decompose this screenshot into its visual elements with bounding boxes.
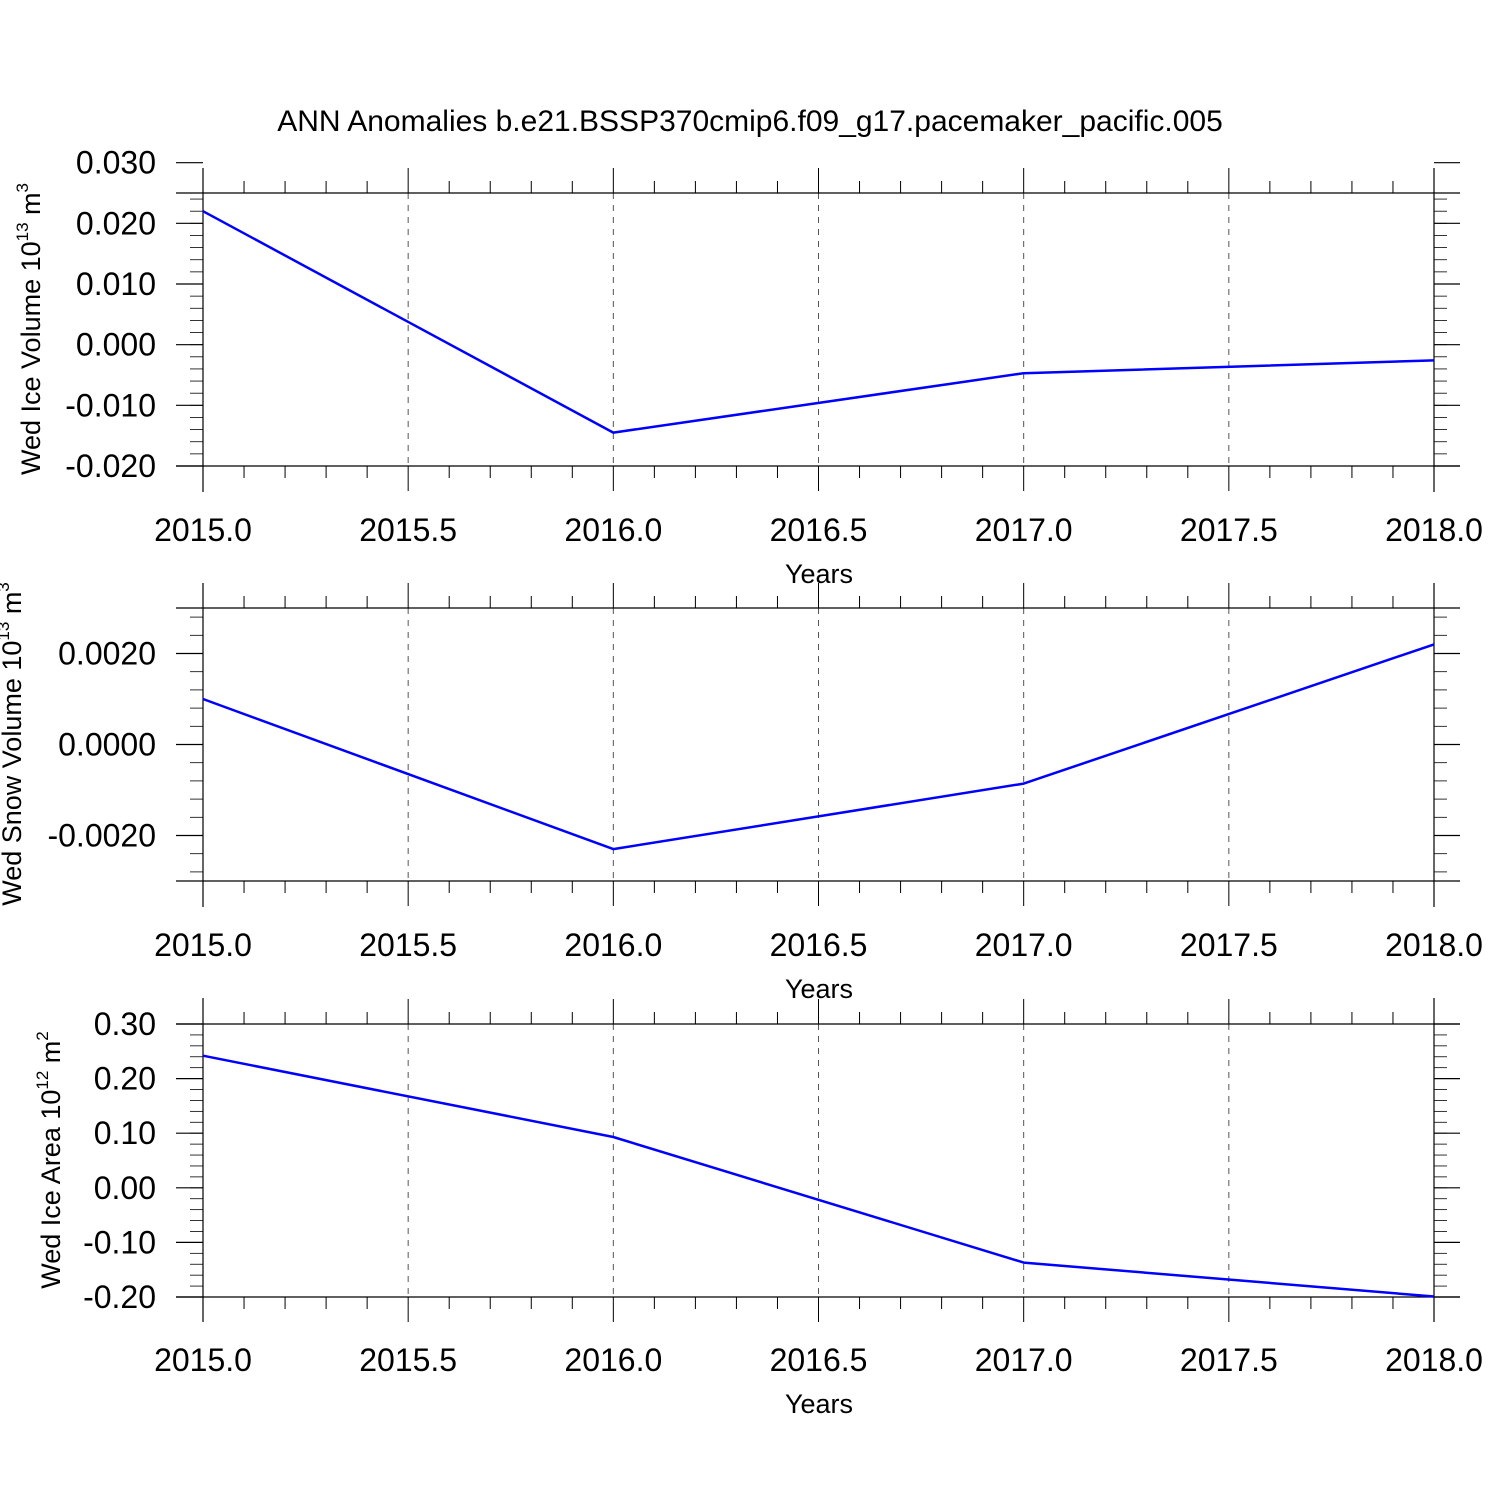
x-tick-label: 2018.0 [1385,1342,1483,1378]
panel-1: 0.030 0.020 0.010 0.000 -0.010 -0.020 2015.0 20… [13,145,1483,589]
x-axis-label: Years [785,1389,853,1419]
y-tick-label: 0.0020 [58,636,156,672]
series-line [202,1054,1435,1298]
x-tick-label: 2015.5 [359,512,457,548]
x-tick-label: 2016.0 [564,1342,662,1378]
x-tick-label: 2015.0 [154,927,252,963]
x-tick-label: 2017.0 [975,1342,1073,1378]
x-tick-label: 2018.0 [1385,927,1483,963]
x-tick-label: 2015.0 [154,512,252,548]
figure-title: ANN Anomalies b.e21.BSSP370cmip6.f09_g17… [277,105,1223,138]
y-tick-label: 0.020 [76,205,156,241]
x-tick-label: 2017.5 [1180,1342,1278,1378]
x-tick-label: 2016.0 [564,927,662,963]
x-tick-label: 2017.5 [1180,927,1278,963]
x-tick-label: 2017.5 [1180,512,1278,548]
y-tick-label: 0.0000 [58,727,156,763]
x-tick-label: 2016.0 [564,512,662,548]
y-tick-label: 0.010 [76,266,156,302]
y-tick-label: -0.010 [65,387,156,423]
y-tick-label: 0.00 [94,1170,156,1206]
y-tick-label: 0.30 [94,1006,156,1042]
y-tick-label: 0.20 [94,1061,156,1097]
panel-3: 0.30 0.20 0.10 0.00 -0.10 -0.20 2015.0 2015.5 20… [33,998,1483,1419]
y-tick-label: -0.10 [83,1224,156,1260]
x-tick-label: 2016.5 [770,512,868,548]
panel-2: 0.0020 0.0000 -0.0020 2015.0 2015.5 2016.0 201… [0,582,1483,1004]
x-tick-label: 2018.0 [1385,512,1483,548]
x-tick-label: 2017.0 [975,512,1073,548]
y-tick-label: 0.000 [76,327,156,363]
series-line [202,643,1435,851]
x-tick-label: 2017.0 [975,927,1073,963]
y-tick-label: 0.10 [94,1115,156,1151]
y-axis-label: Wed Ice Area 1012 m2 [33,1031,66,1289]
x-tick-label: 2016.5 [770,927,868,963]
y-tick-label: -0.20 [83,1279,156,1315]
y-axis-label: Wed Snow Volume 1013 m3 [0,582,27,906]
series-line [202,210,1435,434]
y-tick-label: -0.020 [65,448,156,484]
x-tick-label: 2015.0 [154,1342,252,1378]
y-tick-label: -0.0020 [47,818,156,854]
x-tick-label: 2016.5 [770,1342,868,1378]
x-tick-label: 2015.5 [359,1342,457,1378]
y-tick-label: 0.030 [76,145,156,181]
y-axis-label: Wed Ice Volume 1013 m3 [13,183,46,475]
x-tick-label: 2015.5 [359,927,457,963]
